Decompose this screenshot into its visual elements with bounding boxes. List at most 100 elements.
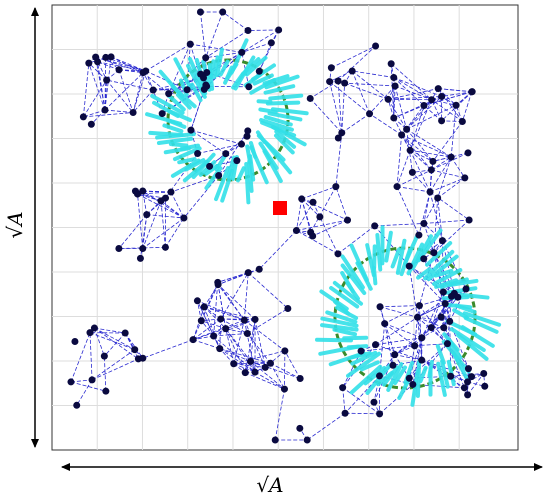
spike	[384, 230, 393, 263]
sensor-node	[222, 325, 230, 333]
edge	[429, 161, 434, 192]
sensor-node	[389, 361, 397, 369]
sensor-node	[339, 384, 347, 392]
sensor-node	[376, 303, 384, 311]
y-axis-label: √A	[3, 211, 27, 238]
edge	[88, 63, 106, 111]
spike	[346, 351, 382, 378]
sensor-node	[103, 76, 111, 84]
spike	[390, 247, 402, 269]
spike	[462, 311, 502, 327]
sensor-node	[464, 149, 472, 157]
sensor-node	[88, 376, 96, 384]
spike	[175, 92, 192, 110]
edge	[247, 272, 289, 309]
edge	[91, 349, 135, 381]
sensor-node	[244, 127, 252, 135]
edge	[329, 81, 370, 115]
edge	[197, 300, 221, 349]
edge	[247, 29, 279, 31]
edge	[142, 217, 185, 249]
spike	[452, 308, 469, 320]
edge	[137, 193, 185, 219]
spike	[318, 344, 361, 356]
edge	[160, 200, 185, 219]
sensor-node	[391, 351, 399, 359]
spike	[395, 238, 407, 275]
sensor-node	[102, 387, 110, 395]
edge	[351, 70, 389, 100]
spike	[372, 244, 377, 270]
edge	[394, 354, 422, 361]
edge	[145, 43, 191, 72]
spike	[436, 361, 447, 397]
spike	[365, 363, 392, 395]
edge	[423, 223, 443, 241]
sensor-node	[438, 237, 446, 245]
edge	[225, 328, 246, 373]
sensor-node	[465, 216, 473, 224]
sensor-node	[447, 153, 455, 161]
edge	[258, 29, 280, 72]
spike	[376, 370, 394, 387]
spike	[359, 360, 380, 372]
edge	[406, 128, 434, 162]
edge	[296, 198, 303, 231]
sensor-node	[203, 68, 211, 76]
sensor-node	[85, 59, 93, 67]
edge	[83, 112, 134, 118]
edge	[342, 387, 380, 415]
sensor-node	[429, 157, 437, 165]
sensor-node	[464, 378, 472, 386]
edge	[118, 69, 134, 113]
sensor-node	[121, 329, 129, 337]
edge	[220, 318, 248, 334]
sensor-node	[149, 86, 157, 94]
sensor-node	[134, 355, 142, 363]
sensor-node	[67, 378, 75, 386]
sensor-node	[438, 92, 446, 100]
spike	[410, 234, 433, 271]
spike	[426, 254, 459, 282]
edge	[409, 99, 432, 151]
edge	[306, 412, 346, 441]
sensor-node	[468, 88, 476, 96]
edge	[417, 316, 450, 322]
edge	[203, 306, 221, 349]
sensor-node	[193, 297, 201, 305]
edge	[369, 85, 396, 115]
sensor-node	[139, 69, 147, 77]
edge	[423, 191, 431, 224]
edge	[190, 129, 242, 145]
sensor-node	[90, 324, 98, 332]
spike	[416, 228, 443, 263]
sensor-node	[73, 401, 81, 409]
sensor-node	[446, 317, 454, 325]
edge	[296, 202, 314, 231]
edge	[245, 372, 285, 390]
edge	[409, 149, 432, 171]
sensor-node	[468, 373, 476, 381]
edge	[243, 319, 266, 368]
edge	[82, 63, 90, 117]
sensor-node	[480, 370, 488, 378]
edge	[408, 266, 418, 318]
sensor-node	[255, 67, 263, 75]
edge	[219, 318, 222, 349]
edge	[401, 134, 452, 158]
sensor-node	[458, 117, 466, 125]
sensor-node	[427, 324, 435, 332]
spike	[208, 59, 216, 80]
sensor-node	[454, 293, 462, 301]
sensor-node	[161, 243, 169, 251]
spike	[365, 243, 376, 278]
sensor-node	[255, 265, 263, 273]
edge	[450, 105, 457, 158]
edge	[301, 198, 348, 221]
sensor-node	[460, 384, 468, 392]
edge	[390, 63, 432, 101]
edge	[118, 69, 146, 72]
edge	[431, 99, 442, 121]
sensor-node	[420, 219, 428, 227]
edge	[200, 11, 207, 58]
